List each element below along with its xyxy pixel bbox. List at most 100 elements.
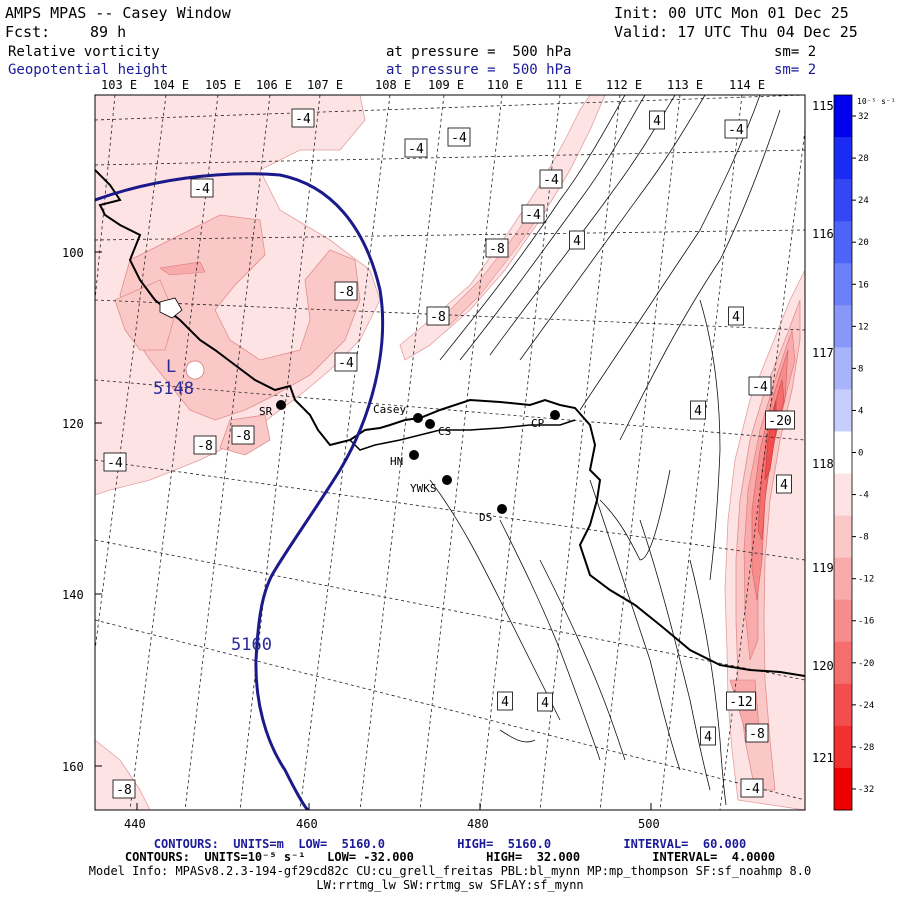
vorticity-label: 4: [732, 310, 740, 325]
valid-time: Valid: 17 UTC Thu 04 Dec 25: [614, 23, 858, 41]
vorticity-label: -4: [451, 131, 467, 146]
colorbar-swatch: [834, 221, 852, 264]
station-label: CP: [531, 417, 545, 430]
y-tick-label: 100: [62, 246, 84, 260]
station-marker: [409, 450, 419, 460]
colorbar-label: 4: [858, 406, 863, 416]
vorticity-label: -4: [728, 123, 744, 138]
colorbar-label: 32: [858, 112, 869, 122]
plot-title: AMPS MPAS -- Casey Window: [5, 4, 231, 22]
vorticity-label-box: [569, 230, 585, 250]
forecast-hour-value: 89 h: [90, 23, 127, 41]
colorbar-label: 16: [858, 280, 869, 290]
colorbar-swatch: [834, 95, 852, 138]
lon-label: 103 E: [101, 78, 138, 92]
vorticity-label-box: [745, 723, 769, 743]
footer-physics-info: LW:rrtmg_lw SW:rrtmg_sw SFLAY:sf_mynn: [316, 878, 584, 892]
vorticity-label-box: [539, 169, 563, 189]
colorbar-label: -8: [858, 533, 869, 543]
colorbar-swatch: [834, 347, 852, 390]
field2-pressure: at pressure = 500 hPa: [386, 62, 572, 78]
vorticity-label: -4: [525, 208, 541, 223]
height-low-marker: L: [166, 357, 176, 377]
vorticity-label: -20: [768, 414, 791, 429]
vorticity-label: 4: [573, 234, 581, 249]
vorticity-label-box: [765, 410, 795, 430]
vorticity-label: -8: [197, 439, 213, 454]
lon-label: 106 E: [256, 78, 293, 92]
vorticity-label-box: [748, 376, 772, 396]
colorbar-label: 24: [858, 196, 869, 206]
vorticity-label-box: [193, 435, 217, 455]
vorticity-label-box: [485, 238, 509, 258]
vorticity-label: -4: [752, 380, 768, 395]
colorbar-label: -28: [858, 743, 874, 753]
colorbar-unit: 10⁻⁵ s⁻¹: [857, 97, 896, 106]
vorticity-label: 4: [501, 695, 509, 710]
vorticity-label-box: [291, 108, 315, 128]
vorticity-label: -4: [543, 173, 559, 188]
colorbar-swatch: [834, 263, 852, 306]
vorticity-label-box: [190, 178, 214, 198]
station-group: SR Casey CS HN YWKS DS CP: [259, 400, 560, 524]
height-contour-label: 5160: [231, 635, 272, 655]
vorticity-label-box: [404, 138, 428, 158]
lon-label: 114 E: [729, 78, 766, 92]
station-label: Casey: [373, 403, 406, 416]
field1-pressure: at pressure = 500 hPa: [386, 44, 572, 60]
field2-smoothing: sm= 2: [774, 62, 817, 78]
vorticity-label: 4: [653, 114, 661, 129]
vorticity-label: -8: [430, 310, 446, 325]
station-label: HN: [390, 455, 403, 468]
vorticity-label-box: [726, 691, 756, 711]
colorbar-label: -12: [858, 575, 874, 585]
colorbar-label: -20: [858, 659, 874, 669]
vorticity-label: -4: [295, 112, 311, 127]
colorbar-swatch: [834, 473, 852, 517]
colorbar-swatch: [834, 389, 852, 432]
lon-label: 110 E: [487, 78, 524, 92]
plot-area: [95, 95, 805, 810]
vorticity-label: -8: [116, 783, 132, 798]
colorbar-swatch: [834, 431, 852, 475]
lon-label: 107 E: [307, 78, 344, 92]
colorbar-label: 12: [858, 322, 869, 332]
vorticity-label: 4: [694, 404, 702, 419]
height-low-value: 5148: [153, 379, 194, 399]
colorbar-label: 0: [858, 449, 863, 459]
colorbar-swatch: [834, 725, 852, 769]
vorticity-label-box: [537, 692, 553, 712]
vorticity-label-box: [776, 474, 792, 494]
vorticity-label-box: [649, 110, 665, 130]
vorticity-contours: [429, 95, 781, 806]
station-marker: [442, 475, 452, 485]
colorbar-swatch: [834, 599, 852, 643]
y-tick-label: 140: [62, 588, 84, 602]
graticule: [95, 95, 805, 810]
vorticity-label: -4: [408, 142, 424, 157]
footer-model-info: Model Info: MPASv8.2.3-194-gf29cd82c CU:…: [88, 864, 812, 878]
station-label: DS: [479, 511, 492, 524]
colorbar-label: 20: [858, 238, 869, 248]
small-feature: [159, 297, 183, 319]
vorticity-label-box: [740, 778, 764, 798]
station-marker: [550, 410, 560, 420]
colorbar-swatch: [834, 305, 852, 348]
colorbar-label: 28: [858, 154, 869, 164]
vorticity-label: 4: [780, 478, 788, 493]
x-tick-label: 440: [124, 817, 146, 831]
plot-frame: [94, 94, 806, 811]
low-center-ring: [185, 360, 205, 380]
station-marker: [425, 419, 435, 429]
vorticity-label-box: [700, 726, 716, 746]
colorbar-swatch: [834, 683, 852, 727]
vorticity-label: -4: [744, 782, 760, 797]
x-tick-label: 460: [296, 817, 318, 831]
colorbar-label: -32: [858, 785, 874, 795]
lon-label: 109 E: [428, 78, 465, 92]
station-marker: [497, 504, 507, 514]
station-label: SR: [259, 405, 273, 418]
lon-label: 108 E: [375, 78, 412, 92]
footer-vorticity-contours: CONTOURS: UNITS=10⁻⁵ s⁻¹ LOW= -32.000 HI…: [124, 850, 776, 864]
